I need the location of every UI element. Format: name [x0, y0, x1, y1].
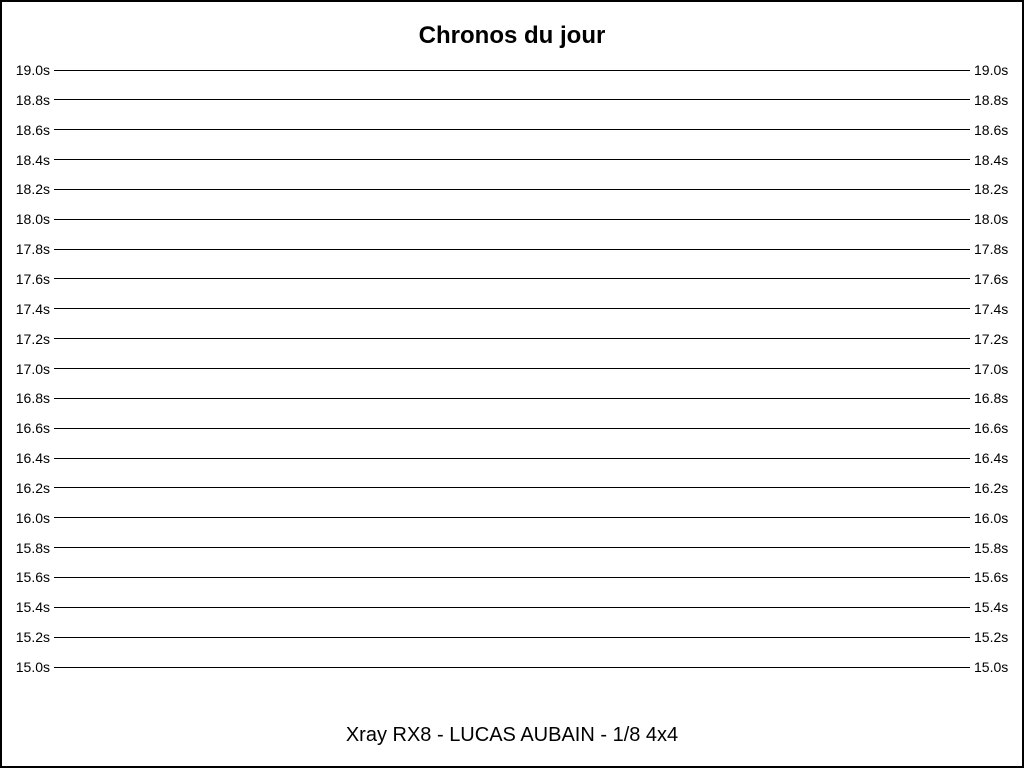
gridline: [54, 218, 970, 220]
y-tick-label-right: 17.0s: [974, 360, 1009, 377]
gridline-row: 17.8s 17.8s: [2, 239, 1022, 259]
gridline-row: 16.8s 16.8s: [2, 388, 1022, 408]
y-tick-label-right: 18.6s: [974, 121, 1009, 138]
gridline-row: 17.0s 17.0s: [2, 359, 1022, 379]
gridline: [54, 457, 970, 459]
y-tick-label-right: 17.4s: [974, 300, 1009, 317]
y-tick-label-right: 16.4s: [974, 450, 1009, 467]
y-tick-label-right: 15.2s: [974, 629, 1009, 646]
y-tick-label-left: 17.8s: [15, 241, 50, 258]
y-tick-label-left: 16.4s: [15, 450, 50, 467]
gridline: [54, 278, 970, 280]
gridline-row: 16.2s 16.2s: [2, 478, 1022, 498]
gridline: [54, 397, 970, 399]
gridline: [54, 308, 970, 310]
gridline: [54, 547, 970, 549]
y-tick-label-right: 15.6s: [974, 569, 1009, 586]
y-tick-label-left: 16.0s: [15, 509, 50, 526]
y-tick-label-right: 18.2s: [974, 181, 1009, 198]
gridline: [54, 338, 970, 340]
y-tick-label-left: 17.4s: [15, 300, 50, 317]
y-tick-label-right: 16.2s: [974, 479, 1009, 496]
gridline-row: 15.8s 15.8s: [2, 538, 1022, 558]
gridline-row: 15.0s 15.0s: [2, 657, 1022, 677]
gridline-row: 16.4s 16.4s: [2, 448, 1022, 468]
gridline: [54, 606, 970, 608]
gridline-row: 18.6s 18.6s: [2, 120, 1022, 140]
y-tick-label-left: 17.6s: [15, 270, 50, 287]
gridline: [54, 129, 970, 131]
gridline: [54, 248, 970, 250]
chart-title: Chronos du jour: [418, 22, 606, 49]
chart-footer-caption: Xray RX8 - LUCAS AUBAIN - 1/8 4x4: [345, 724, 679, 746]
y-tick-label-left: 18.8s: [15, 91, 50, 108]
gridline-row: 17.4s 17.4s: [2, 299, 1022, 319]
gridline-row: 17.6s 17.6s: [2, 269, 1022, 289]
y-tick-label-left: 19.0s: [15, 62, 50, 78]
y-tick-label-right: 17.6s: [974, 270, 1009, 287]
gridline-row: 18.0s 18.0s: [2, 209, 1022, 229]
y-tick-label-right: 18.0s: [974, 211, 1009, 228]
gridline: [54, 188, 970, 190]
y-tick-label-right: 15.0s: [974, 659, 1009, 675]
y-tick-label-left: 18.6s: [15, 121, 50, 138]
y-tick-label-left: 17.2s: [15, 330, 50, 347]
y-tick-label-right: 16.6s: [974, 420, 1009, 437]
y-tick-label-right: 17.8s: [974, 241, 1009, 258]
y-tick-label-left: 16.8s: [15, 390, 50, 407]
gridline: [54, 368, 970, 369]
y-tick-label-right: 19.0s: [974, 62, 1009, 78]
gridline-row: 16.6s 16.6s: [2, 418, 1022, 438]
y-tick-label-left: 18.0s: [15, 211, 50, 228]
y-tick-label-right: 18.4s: [974, 151, 1009, 168]
gridline: [54, 487, 970, 489]
gridline-row: 16.0s 16.0s: [2, 508, 1022, 528]
y-tick-label-left: 15.0s: [15, 659, 50, 675]
y-tick-label-left: 16.6s: [15, 420, 50, 437]
gridline: [54, 517, 970, 519]
gridline-row: 18.8s 18.8s: [2, 90, 1022, 110]
y-tick-label-left: 16.2s: [15, 479, 50, 496]
gridline: [54, 69, 970, 71]
y-tick-label-left: 18.2s: [15, 181, 50, 198]
gridline-row: 18.2s 18.2s: [2, 179, 1022, 199]
y-tick-label-left: 15.2s: [15, 629, 50, 646]
y-tick-label-right: 18.8s: [974, 91, 1009, 108]
gridline-row: 15.4s 15.4s: [2, 597, 1022, 617]
y-tick-label-left: 17.0s: [15, 360, 50, 377]
y-tick-label-left: 15.8s: [15, 539, 50, 556]
gridline-row: 15.6s 15.6s: [2, 567, 1022, 587]
gridline-row: 17.2s 17.2s: [2, 329, 1022, 349]
gridline: [54, 636, 970, 638]
y-tick-label-left: 15.4s: [15, 599, 50, 616]
gridline: [54, 159, 970, 161]
y-tick-label-left: 15.6s: [15, 569, 50, 586]
y-tick-label-left: 18.4s: [15, 151, 50, 168]
gridline: [54, 666, 970, 668]
y-tick-label-right: 17.2s: [974, 330, 1009, 347]
gridline-row: 18.4s 18.4s: [2, 150, 1022, 170]
y-tick-label-right: 16.0s: [974, 509, 1009, 526]
gridline-row: 15.2s 15.2s: [2, 627, 1022, 647]
gridline: [54, 576, 970, 578]
gridline: [54, 99, 970, 101]
y-tick-label-right: 15.4s: [974, 599, 1009, 616]
y-tick-label-right: 16.8s: [974, 390, 1009, 407]
gridline-row: 19.0s 19.0s: [2, 60, 1022, 80]
gridline: [54, 427, 970, 429]
y-tick-label-right: 15.8s: [974, 539, 1009, 556]
